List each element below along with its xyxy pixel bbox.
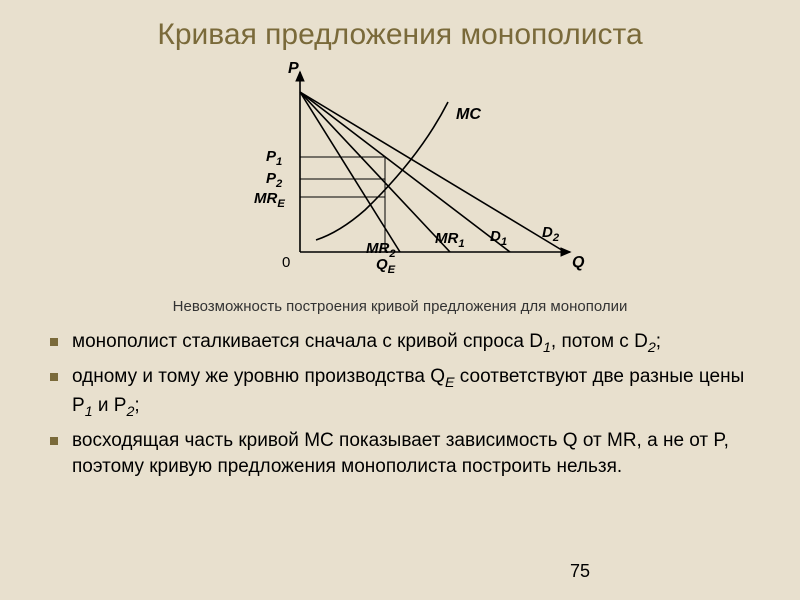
label-Q: Q bbox=[572, 254, 584, 272]
label-P: P bbox=[288, 60, 299, 78]
label-MC: MC bbox=[456, 106, 481, 124]
list-item: монополист сталкивается сначала с кривой… bbox=[50, 329, 760, 358]
label-P2: P2 bbox=[266, 170, 282, 190]
list-item: одному и тому же уровню производства QE … bbox=[50, 364, 760, 422]
list-item: восходящая часть кривой MC показывает за… bbox=[50, 428, 760, 479]
label-D2: D2 bbox=[542, 224, 559, 244]
bullet-list: монополист сталкивается сначала с кривой… bbox=[50, 329, 760, 479]
label-MRE: MRE bbox=[254, 190, 285, 210]
chart-caption: Невозможность построения кривой предложе… bbox=[0, 298, 800, 315]
supply-curve-chart: P Q 0 MC D1 D2 MR1 MR2 P1 P2 MRE QE bbox=[190, 62, 610, 292]
label-D1: D1 bbox=[490, 228, 507, 248]
page-title: Кривая предложения монополиста bbox=[0, 0, 800, 52]
chart-svg bbox=[190, 62, 610, 292]
label-MR1: MR1 bbox=[435, 230, 465, 250]
page-number: 75 bbox=[570, 561, 590, 582]
label-QE: QE bbox=[376, 256, 395, 276]
label-P1: P1 bbox=[266, 148, 282, 168]
label-zero: 0 bbox=[282, 254, 290, 271]
